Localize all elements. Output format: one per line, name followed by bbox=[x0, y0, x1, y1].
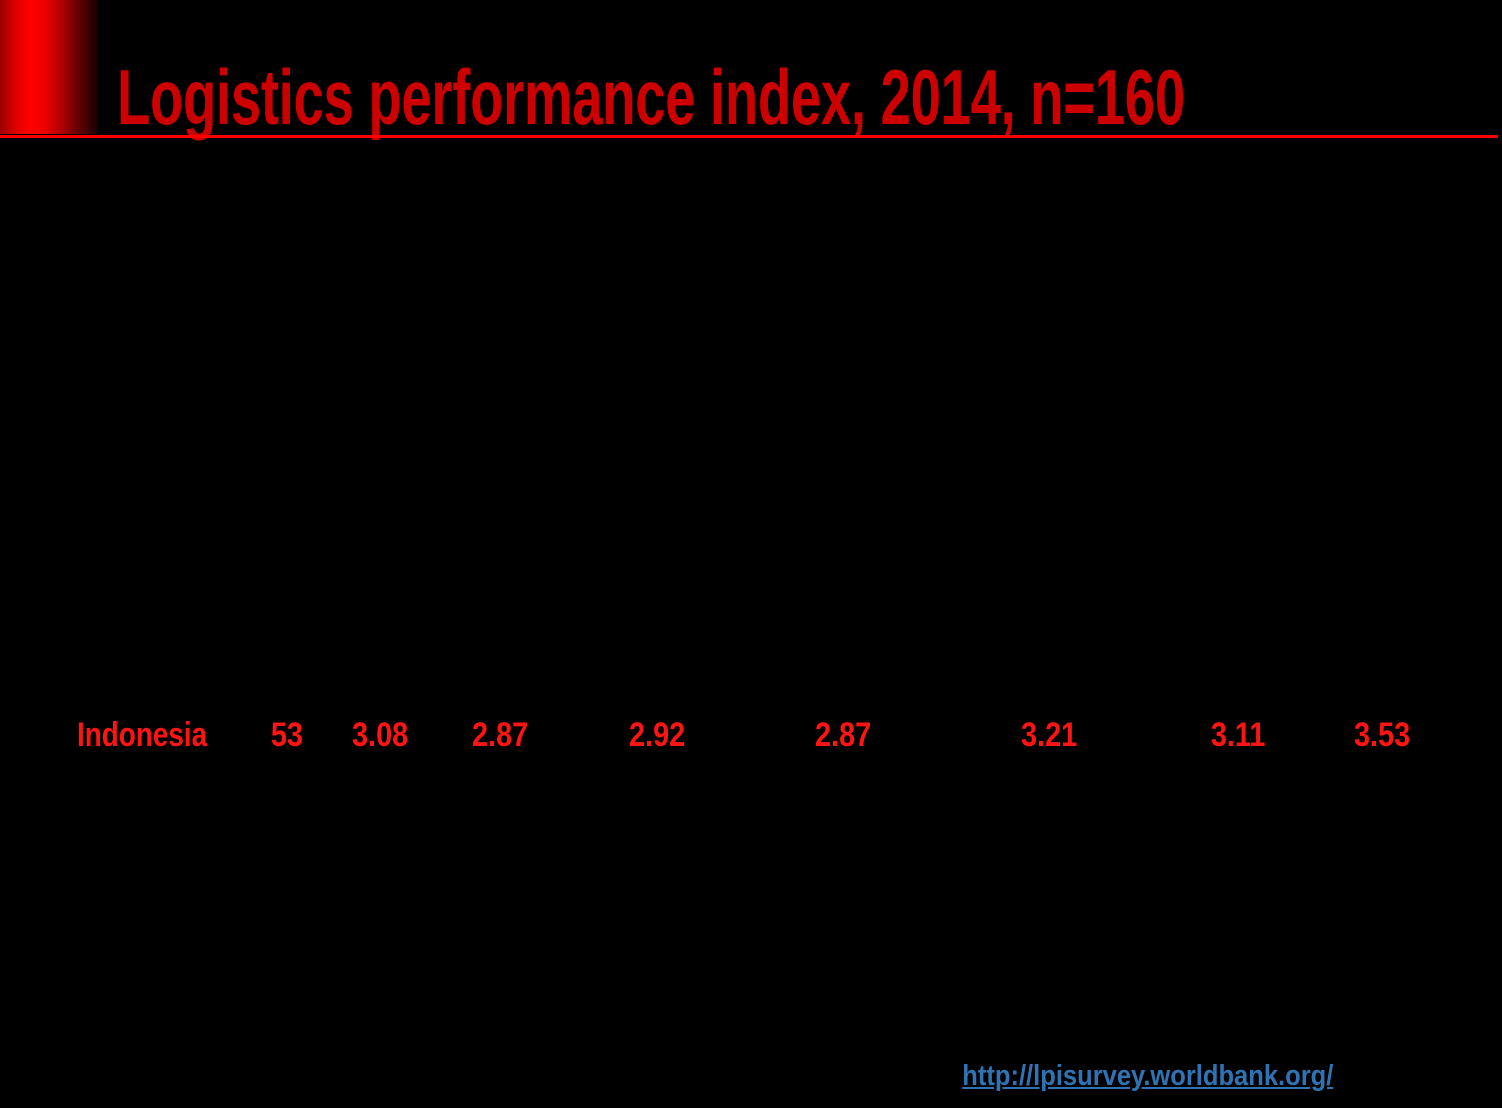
title-divider bbox=[0, 135, 1498, 138]
cell-rank: 53 bbox=[270, 716, 304, 754]
cell-value-5: 2.87 bbox=[814, 716, 872, 754]
cell-value-8: 3.53 bbox=[1353, 716, 1411, 754]
cell-value-6: 3.21 bbox=[1020, 716, 1078, 754]
cell-value-3: 2.87 bbox=[471, 716, 529, 754]
cell-lpi-score: 3.08 bbox=[351, 716, 409, 754]
slide-title-text: Logistics performance index, 2014, n=160 bbox=[117, 53, 1185, 141]
footer: http://lpisurvey.worldbank.org/ bbox=[898, 1060, 1398, 1093]
cell-country: Indonesia bbox=[77, 716, 208, 754]
cell-value-4: 2.92 bbox=[628, 716, 686, 754]
table-row-indonesia: Indonesia 53 3.08 2.87 2.92 2.87 3.21 3.… bbox=[0, 716, 1502, 759]
slide-title: Logistics performance index, 2014, n=160 bbox=[117, 58, 1502, 136]
cell-value-7: 3.11 bbox=[1210, 716, 1266, 754]
accent-bar bbox=[0, 0, 98, 134]
worldbank-lpi-link[interactable]: http://lpisurvey.worldbank.org/ bbox=[962, 1060, 1334, 1092]
